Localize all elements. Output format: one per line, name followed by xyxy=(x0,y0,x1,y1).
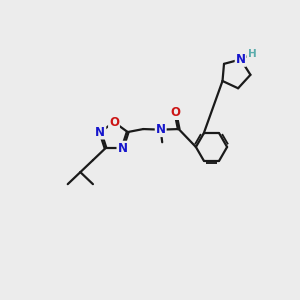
Text: N: N xyxy=(118,142,128,154)
Text: N: N xyxy=(156,123,166,136)
Text: N: N xyxy=(236,53,246,66)
Text: O: O xyxy=(171,106,181,119)
Text: O: O xyxy=(109,116,119,129)
Text: H: H xyxy=(248,49,256,59)
Text: N: N xyxy=(95,126,105,139)
